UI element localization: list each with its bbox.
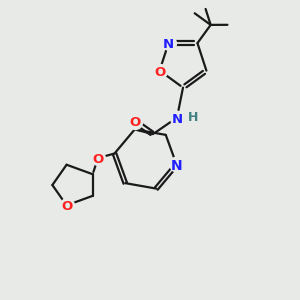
Text: O: O	[129, 116, 141, 130]
Text: O: O	[154, 66, 165, 79]
Text: N: N	[171, 112, 183, 126]
Text: N: N	[171, 159, 182, 173]
Text: H: H	[188, 111, 198, 124]
Text: O: O	[61, 200, 72, 213]
Text: N: N	[163, 38, 174, 51]
Text: O: O	[92, 153, 104, 166]
